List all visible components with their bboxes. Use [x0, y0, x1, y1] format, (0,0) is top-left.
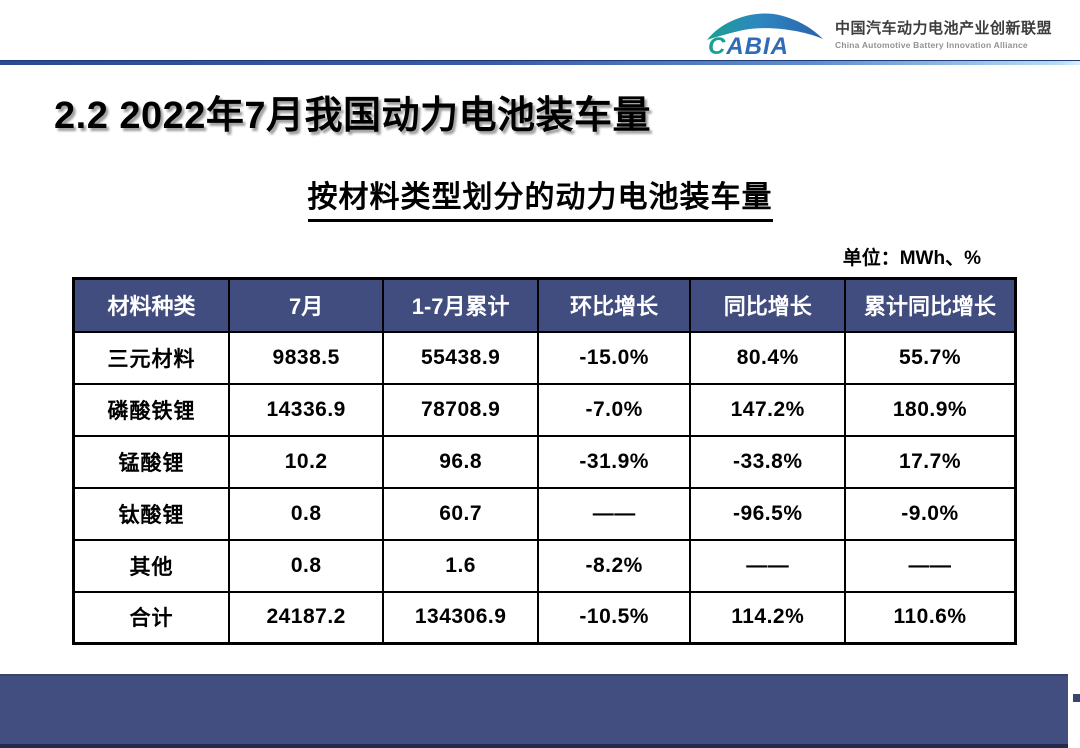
battery-installation-table: 材料种类 7月 1-7月累计 环比增长 同比增长 累计同比增长 三元材料 983…: [72, 277, 1017, 645]
cell-value: 14336.9: [227, 382, 385, 437]
table-row-lto: 钛酸锂 0.8 60.7 —— -96.5% -9.0%: [72, 486, 1017, 541]
cell-value: -96.5%: [689, 486, 846, 541]
edge-notch: [1073, 694, 1080, 702]
cell-value: 55438.9: [382, 330, 539, 385]
org-names: 中国汽车动力电池产业创新联盟 China Automotive Battery …: [835, 17, 1052, 50]
org-name-cn: 中国汽车动力电池产业创新联盟: [834, 19, 1052, 37]
cell-value: ——: [536, 486, 692, 541]
logo-letter-c: C: [708, 33, 726, 58]
cell-value: 134306.9: [382, 590, 539, 645]
cell-value: 96.8: [382, 434, 539, 489]
cell-value: -7.0%: [536, 382, 692, 437]
column-header-july: 7月: [227, 277, 385, 333]
page-title: 2.2 2022年7月我国动力电池装车量: [54, 95, 652, 137]
section-subtitle: 按材料类型划分的动力电池装车量: [307, 172, 773, 222]
cell-value: 114.2%: [689, 590, 846, 645]
cell-value: 9838.5: [227, 330, 385, 385]
subtitle-wrap: 按材料类型划分的动力电池装车量: [0, 172, 1080, 222]
cell-value: 180.9%: [843, 382, 1017, 437]
table-wrap: 材料种类 7月 1-7月累计 环比增长 同比增长 累计同比增长 三元材料 983…: [72, 277, 1017, 645]
cell-value: -31.9%: [536, 434, 692, 489]
cell-value: 80.4%: [689, 330, 846, 385]
svg-text:CABIA: CABIA: [708, 33, 789, 58]
cell-value: 147.2%: [689, 382, 846, 437]
cell-material: 钛酸锂: [72, 486, 230, 541]
cell-value: 0.8: [227, 486, 385, 541]
cell-material: 锰酸锂: [72, 434, 230, 489]
table-row-lmo: 锰酸锂 10.2 96.8 -31.9% -33.8% 17.7%: [72, 434, 1017, 489]
cell-value: 17.7%: [843, 434, 1017, 489]
cell-value: ——: [843, 538, 1017, 593]
org-name-en: China Automotive Battery Innovation Alli…: [834, 39, 1028, 50]
table-row-lfp: 磷酸铁锂 14336.9 78708.9 -7.0% 147.2% 180.9%: [72, 382, 1017, 437]
cell-value: 60.7: [382, 486, 539, 541]
cell-value: -10.5%: [536, 590, 692, 645]
column-header-material: 材料种类: [72, 277, 230, 333]
column-header-cumulative-yoy-growth: 累计同比增长: [843, 277, 1017, 333]
cell-value: 24187.2: [227, 590, 385, 645]
cell-value: 78708.9: [382, 382, 539, 437]
cell-material: 合计: [72, 590, 230, 645]
cabia-logo: CABIA 中国汽车动力电池产业创新联盟 China Automotive Ba…: [705, 8, 1052, 58]
table-row-ternary: 三元材料 9838.5 55438.9 -15.0% 80.4% 55.7%: [72, 330, 1017, 385]
cell-value: -33.8%: [689, 434, 846, 489]
cell-value: -9.0%: [843, 486, 1017, 541]
cell-value: 55.7%: [843, 330, 1017, 385]
cell-value: 1.6: [382, 538, 539, 593]
logo-letters-abia: ABIA: [725, 33, 789, 58]
cabia-car-swoosh-icon: CABIA: [706, 13, 823, 58]
table-row-total: 合计 24187.2 134306.9 -10.5% 114.2% 110.6%: [72, 590, 1017, 645]
unit-label: 单位：MWh、%: [842, 248, 981, 269]
cell-value: 110.6%: [843, 590, 1017, 645]
column-header-mom-growth: 环比增长: [536, 277, 692, 333]
cell-value: 0.8: [227, 538, 385, 593]
cell-material: 磷酸铁锂: [72, 382, 230, 437]
cell-material: 其他: [72, 538, 230, 593]
table-header-row: 材料种类 7月 1-7月累计 环比增长 同比增长 累计同比增长: [72, 277, 1017, 333]
header-divider: [0, 60, 1080, 65]
cell-material: 三元材料: [72, 330, 230, 385]
cell-value: -8.2%: [536, 538, 692, 593]
column-header-jan-jul-cumulative: 1-7月累计: [382, 277, 539, 333]
cell-value: -15.0%: [536, 330, 692, 385]
cell-value: 10.2: [227, 434, 385, 489]
table-row-other: 其他 0.8 1.6 -8.2% —— ——: [72, 538, 1017, 593]
cell-value: ——: [689, 538, 846, 593]
column-header-yoy-growth: 同比增长: [689, 277, 846, 333]
footer-bar: [0, 674, 1068, 748]
